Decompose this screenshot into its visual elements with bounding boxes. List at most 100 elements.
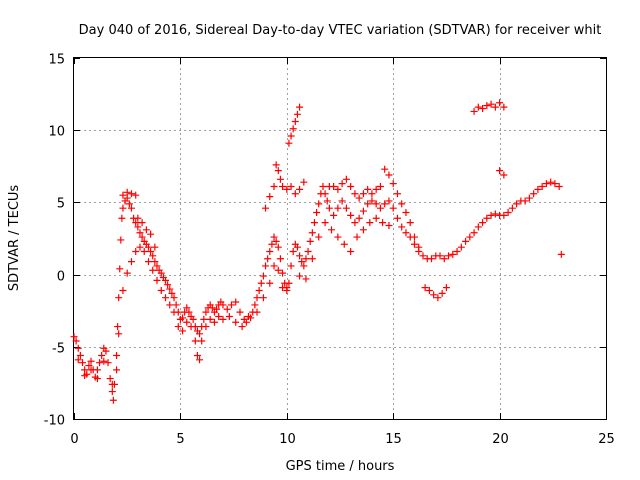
data-point-main (321, 190, 329, 198)
data-point-main (104, 359, 112, 367)
data-point-upper-band (142, 226, 150, 234)
data-point-lower-band (353, 233, 361, 241)
data-point-main (428, 255, 436, 263)
data-point-upper-band (500, 171, 508, 179)
data-point-lower-band (366, 219, 374, 227)
data-point-lower-band (253, 308, 261, 316)
data-point-lower-band (296, 272, 304, 280)
data-point-upper-band (359, 190, 367, 198)
data-point-upper-band (119, 191, 127, 199)
data-point-lower-band (347, 247, 355, 255)
data-point-upper-band (283, 185, 291, 193)
data-point-lower-band (149, 266, 157, 274)
data-point-main (315, 200, 323, 208)
data-point-lower-band (259, 294, 267, 302)
data-point-lower-band (283, 286, 291, 294)
data-point-main (117, 236, 125, 244)
data-point-main (313, 209, 321, 217)
data-point-lower-band (430, 291, 438, 299)
data-point-main (296, 252, 304, 260)
data-point-main (470, 229, 478, 237)
data-point-main (347, 211, 355, 219)
data-point-main (555, 183, 563, 191)
x-tick-label: 10 (279, 432, 296, 447)
data-point-main (330, 211, 338, 219)
data-point-main (138, 233, 146, 241)
data-point-upper-band (262, 204, 270, 212)
data-point-lower-band (144, 258, 152, 266)
x-tick-label: 25 (598, 432, 615, 447)
data-point-upper-band (483, 102, 491, 110)
data-point-lower-band (379, 219, 387, 227)
data-point-lower-band (183, 318, 191, 326)
data-point-lower-band (196, 356, 204, 364)
data-point-main (276, 255, 284, 263)
data-point-upper-band (291, 118, 299, 126)
data-point-main (389, 204, 397, 212)
x-tick-label: 5 (176, 432, 184, 447)
x-tick-labels: 0 5 10 15 20 25 (70, 432, 614, 447)
data-point-main (257, 279, 265, 287)
data-point-lower-band (215, 312, 223, 320)
data-point-main (113, 351, 121, 359)
data-point-main (530, 190, 538, 198)
data-point-main (253, 294, 261, 302)
data-point-main (323, 197, 331, 205)
data-point-main (306, 237, 314, 245)
data-point-main (376, 204, 384, 212)
data-point-main (393, 214, 401, 222)
data-point-main (466, 233, 474, 241)
data-point-lower-band (174, 323, 182, 331)
data-point-main (223, 305, 231, 313)
data-point-lower-band (123, 269, 131, 277)
data-point-upper-band (300, 178, 308, 186)
data-point-lower-band (113, 366, 121, 374)
data-point-lower-band (81, 372, 89, 380)
data-point-lower-band (206, 315, 214, 323)
data-point-main (202, 308, 210, 316)
data-point-main (300, 262, 308, 270)
data-point-lower-band (308, 255, 316, 263)
y-axis-label: SDTVAR / TECUs (7, 185, 22, 292)
data-point-upper-band (393, 190, 401, 198)
data-point-main (355, 214, 363, 222)
data-point-lower-band (279, 284, 287, 292)
y-tick-label: -5 (52, 342, 65, 357)
data-point-main (179, 314, 187, 322)
data-point-lower-band (266, 279, 274, 287)
plot-frame (73, 57, 607, 420)
data-point-main (144, 243, 152, 251)
data-point-main (302, 255, 310, 263)
data-point-lower-band (191, 337, 199, 345)
data-point-upper-band (479, 105, 487, 113)
data-point-main (168, 289, 176, 297)
data-point-main (208, 304, 216, 312)
data-point-upper-band (289, 125, 297, 133)
data-point-main (262, 262, 270, 270)
data-point-lower-band (327, 226, 335, 234)
data-point-lower-band (119, 286, 127, 294)
data-point-lower-band (127, 258, 135, 266)
data-point-main (227, 301, 235, 309)
data-point-main (125, 200, 133, 208)
data-point-upper-band (406, 219, 414, 227)
data-point-upper-band (296, 185, 304, 193)
data-point-main (268, 240, 276, 248)
data-point-main (196, 330, 204, 338)
data-point-lower-band (315, 233, 323, 241)
data-point-main (410, 240, 418, 248)
data-point-main (381, 200, 389, 208)
data-point-main (166, 285, 174, 293)
data-point-main (102, 347, 110, 355)
data-point-main (491, 210, 499, 218)
data-point-lower-band (108, 380, 116, 388)
data-point-lower-band (225, 312, 233, 320)
data-point-main (338, 197, 346, 205)
data-point-lower-band (334, 233, 342, 241)
data-point-main (255, 286, 263, 294)
data-point-main (287, 262, 295, 270)
x-axis-label: GPS time / hours (286, 459, 395, 474)
data-point-main (162, 276, 170, 284)
data-point-main (542, 180, 550, 188)
